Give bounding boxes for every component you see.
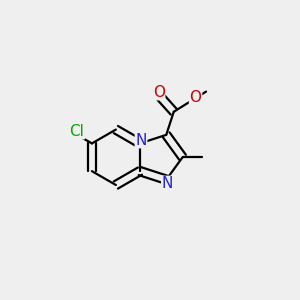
Text: N: N xyxy=(162,176,173,191)
Text: Cl: Cl xyxy=(70,124,84,139)
Text: O: O xyxy=(190,90,202,105)
Text: O: O xyxy=(153,85,165,100)
Text: N: N xyxy=(135,133,147,148)
